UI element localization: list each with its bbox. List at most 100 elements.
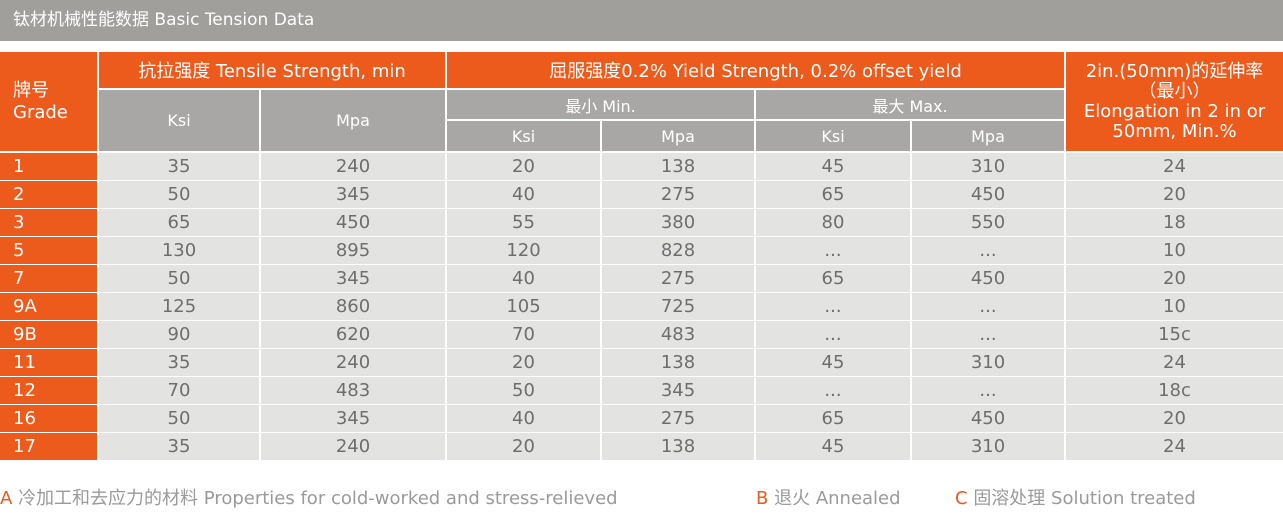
grade-cell: 5 bbox=[0, 237, 97, 264]
yield-max-header: 最大 Max. bbox=[756, 90, 1064, 119]
footnote-c: C 固溶处理 Solution treated bbox=[955, 484, 1196, 510]
value-cell: 345 bbox=[261, 265, 445, 292]
value-cell: ... bbox=[756, 237, 910, 264]
footnote-letter: A bbox=[0, 488, 13, 509]
value-cell: 70 bbox=[447, 321, 600, 348]
value-cell: 125 bbox=[99, 293, 259, 320]
value-cell: ... bbox=[912, 321, 1064, 348]
value-cell: 275 bbox=[602, 181, 754, 208]
tensile-mpa-header: Mpa bbox=[261, 90, 445, 151]
value-cell: ... bbox=[756, 377, 910, 404]
grade-cell: 2 bbox=[0, 181, 97, 208]
value-cell: 65 bbox=[756, 405, 910, 432]
value-cell: 483 bbox=[602, 321, 754, 348]
grade-cell: 7 bbox=[0, 265, 97, 292]
grade-header-cn: 牌号 bbox=[13, 79, 49, 101]
value-cell: 380 bbox=[602, 209, 754, 236]
value-cell: 20 bbox=[447, 153, 600, 180]
value-cell: 130 bbox=[99, 237, 259, 264]
footnote-letter: C bbox=[955, 488, 968, 509]
value-cell: 35 bbox=[99, 433, 259, 460]
footnote-text: 冷加工和去应力的材料 Properties for cold-worked an… bbox=[18, 488, 618, 509]
value-cell: 65 bbox=[756, 181, 910, 208]
grade-cell: 16 bbox=[0, 405, 97, 432]
value-cell: 24 bbox=[1066, 349, 1283, 376]
value-cell: 20 bbox=[1066, 181, 1283, 208]
value-cell: ... bbox=[912, 377, 1064, 404]
value-cell: 620 bbox=[261, 321, 445, 348]
value-cell: 138 bbox=[602, 433, 754, 460]
value-cell: 20 bbox=[447, 349, 600, 376]
value-cell: 80 bbox=[756, 209, 910, 236]
value-cell: 45 bbox=[756, 433, 910, 460]
value-cell: 275 bbox=[602, 405, 754, 432]
yield-max-ksi-header: Ksi bbox=[756, 121, 910, 151]
grade-cell: 17 bbox=[0, 433, 97, 460]
value-cell: 310 bbox=[912, 153, 1064, 180]
value-cell: 45 bbox=[756, 349, 910, 376]
value-cell: 24 bbox=[1066, 433, 1283, 460]
yield-min-mpa-header: Mpa bbox=[602, 121, 754, 151]
value-cell: 40 bbox=[447, 405, 600, 432]
value-cell: 35 bbox=[99, 349, 259, 376]
yield-min-ksi-header: Ksi bbox=[447, 121, 600, 151]
value-cell: 65 bbox=[99, 209, 259, 236]
value-cell: 138 bbox=[602, 349, 754, 376]
value-cell: 50 bbox=[99, 265, 259, 292]
value-cell: 450 bbox=[912, 405, 1064, 432]
value-cell: 120 bbox=[447, 237, 600, 264]
value-cell: ... bbox=[912, 237, 1064, 264]
grade-cell: 12 bbox=[0, 377, 97, 404]
value-cell: 450 bbox=[912, 181, 1064, 208]
footnote-text: 退火 Annealed bbox=[774, 488, 901, 509]
value-cell: 828 bbox=[602, 237, 754, 264]
value-cell: 450 bbox=[912, 265, 1064, 292]
value-cell: 550 bbox=[912, 209, 1064, 236]
grade-cell: 3 bbox=[0, 209, 97, 236]
value-cell: 860 bbox=[261, 293, 445, 320]
value-cell: 345 bbox=[261, 181, 445, 208]
value-cell: 40 bbox=[447, 181, 600, 208]
value-cell: 105 bbox=[447, 293, 600, 320]
yield-max-mpa-header: Mpa bbox=[912, 121, 1064, 151]
elongation-header-line: 2in.(50mm)的延伸率 bbox=[1085, 60, 1264, 82]
yield-min-header: 最小 Min. bbox=[447, 90, 754, 119]
yield-strength-header: 屈服强度0.2% Yield Strength, 0.2% offset yie… bbox=[447, 52, 1064, 88]
value-cell: 50 bbox=[99, 405, 259, 432]
value-cell: 40 bbox=[447, 265, 600, 292]
value-cell: 138 bbox=[602, 153, 754, 180]
value-cell: 50 bbox=[447, 377, 600, 404]
value-cell: 24 bbox=[1066, 153, 1283, 180]
grade-cell: 1 bbox=[0, 153, 97, 180]
value-cell: 20 bbox=[447, 433, 600, 460]
value-cell: ... bbox=[912, 293, 1064, 320]
elongation-header-line: 50mm, Min.% bbox=[1112, 120, 1237, 142]
value-cell: 483 bbox=[261, 377, 445, 404]
grade-cell: 9A bbox=[0, 293, 97, 320]
value-cell: 90 bbox=[99, 321, 259, 348]
grade-cell: 9B bbox=[0, 321, 97, 348]
grade-header: 牌号 Grade bbox=[0, 52, 97, 151]
value-cell: 310 bbox=[912, 349, 1064, 376]
footnote-b: B 退火 Annealed bbox=[756, 484, 901, 510]
value-cell: 240 bbox=[261, 433, 445, 460]
table-title: 钛材机械性能数据 Basic Tension Data bbox=[0, 0, 1283, 41]
value-cell: 240 bbox=[261, 153, 445, 180]
elongation-header-line: （最小） bbox=[1138, 80, 1211, 102]
value-cell: ... bbox=[756, 293, 910, 320]
value-cell: 310 bbox=[912, 433, 1064, 460]
elongation-header-line: Elongation in 2 in or bbox=[1083, 100, 1266, 122]
value-cell: 10 bbox=[1066, 237, 1283, 264]
value-cell: ... bbox=[756, 321, 910, 348]
grade-cell: 11 bbox=[0, 349, 97, 376]
value-cell: 20 bbox=[1066, 265, 1283, 292]
value-cell: 725 bbox=[602, 293, 754, 320]
value-cell: 70 bbox=[99, 377, 259, 404]
value-cell: 35 bbox=[99, 153, 259, 180]
value-cell: 15c bbox=[1066, 321, 1283, 348]
value-cell: 18 bbox=[1066, 209, 1283, 236]
value-cell: 345 bbox=[602, 377, 754, 404]
tensile-ksi-header: Ksi bbox=[99, 90, 259, 151]
value-cell: 50 bbox=[99, 181, 259, 208]
grade-header-en: Grade bbox=[13, 101, 68, 123]
